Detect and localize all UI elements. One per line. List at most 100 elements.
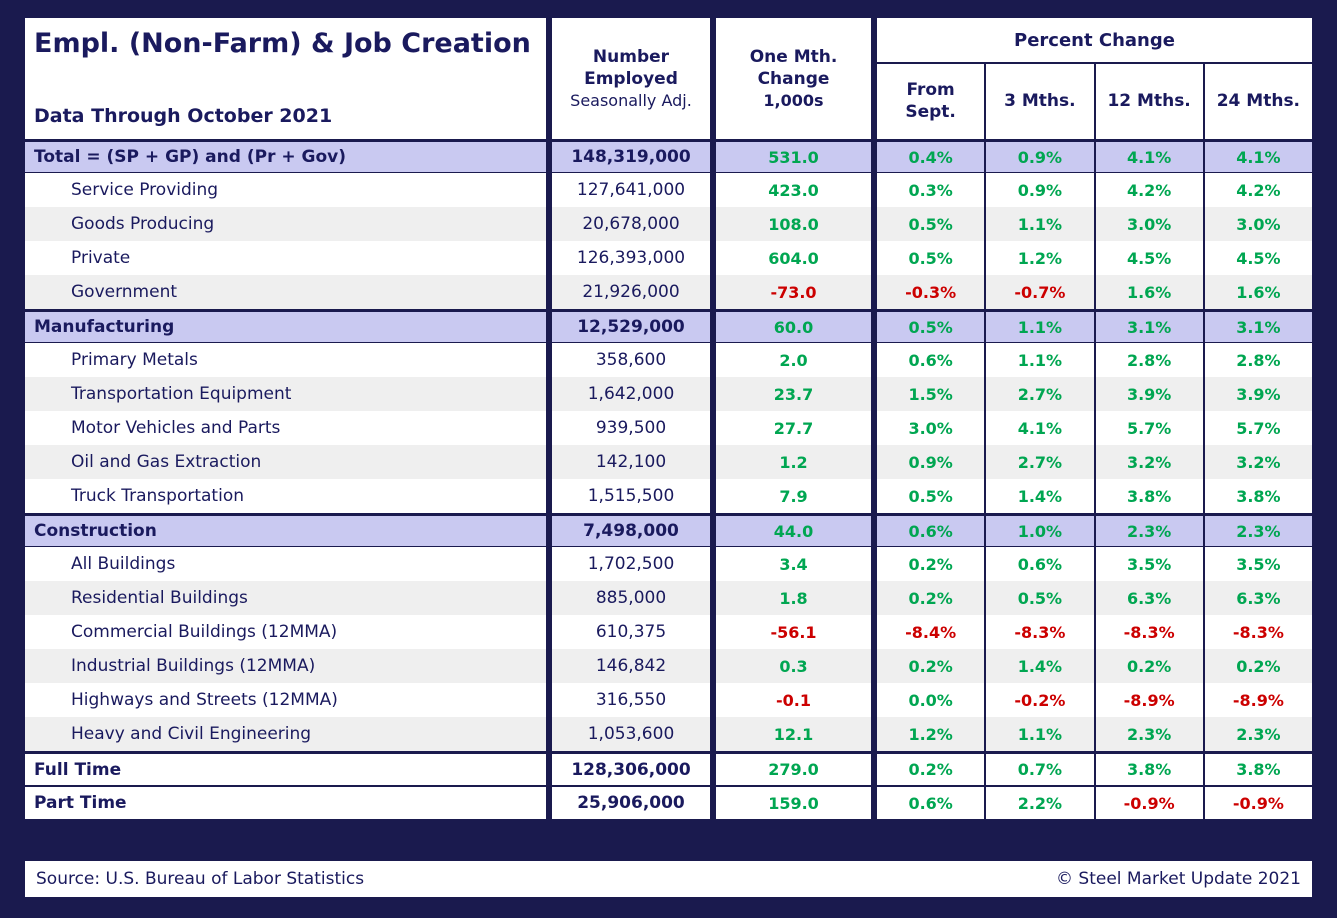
pct-value: 1.1% — [1017, 350, 1063, 370]
row-label: All Buildings — [71, 554, 176, 574]
column-divider — [546, 547, 552, 581]
table-row: Manufacturing 12,529,000 60.0 0.5% 1.1% … — [25, 309, 1312, 343]
row-label-cell: All Buildings — [25, 547, 546, 581]
pct-cell-from-sept: 0.5% — [877, 479, 985, 513]
column-divider — [871, 547, 877, 581]
pct-cell-3-mths: 1.4% — [984, 479, 1094, 513]
change-cell: 12.1 — [716, 717, 871, 751]
row-label: Primary Metals — [71, 350, 198, 370]
table-row: Oil and Gas Extraction 142,100 1.2 0.9% … — [25, 445, 1312, 479]
header-percent-change-group: Percent Change From Sept. 3 Mths. 12 Mth… — [877, 18, 1312, 139]
pct-cell-3-mths: 1.1% — [984, 207, 1094, 241]
row-label: Full Time — [34, 759, 122, 780]
pct-value: 0.2% — [908, 554, 953, 574]
employed-value: 126,393,000 — [576, 248, 686, 268]
pct-cell-12-mths: 0.2% — [1093, 649, 1203, 683]
change-value: 44.0 — [773, 521, 814, 541]
pct-cell-3-mths: 1.1% — [984, 343, 1094, 377]
change-cell: 0.3 — [716, 649, 871, 683]
pct-cell-from-sept: 0.6% — [877, 516, 985, 546]
change-cell: 108.0 — [716, 207, 871, 241]
pct-cell-24-mths: 3.8% — [1202, 754, 1312, 785]
row-label-cell: Transportation Equipment — [25, 377, 546, 411]
row-label: Manufacturing — [34, 317, 175, 337]
pct-value: -0.7% — [1014, 282, 1066, 302]
pct-cell-from-sept: 0.5% — [877, 312, 985, 342]
employed-cell: 358,600 — [552, 343, 710, 377]
pct-cell-12-mths: 1.6% — [1093, 275, 1203, 309]
pct-cell-12-mths: 3.9% — [1093, 377, 1203, 411]
column-divider — [546, 445, 552, 479]
pct-cell-3-mths: 1.4% — [984, 649, 1094, 683]
pct-value: 2.3% — [1126, 724, 1172, 744]
employed-cell: 1,642,000 — [552, 377, 710, 411]
pct-cell-12-mths: 3.8% — [1093, 479, 1203, 513]
pct-cell-12-mths: 2.8% — [1093, 343, 1203, 377]
column-divider — [546, 649, 552, 683]
employed-cell: 316,550 — [552, 683, 710, 717]
pct-value: 3.8% — [1126, 760, 1172, 779]
pct-cell-24-mths: 4.2% — [1202, 173, 1312, 207]
employed-value: 610,375 — [595, 622, 667, 642]
pct-value: 1.5% — [908, 384, 953, 404]
column-divider — [546, 581, 552, 615]
employed-value: 128,306,000 — [571, 759, 691, 780]
pct-value: 3.5% — [1236, 554, 1281, 574]
row-label-cell: Primary Metals — [25, 343, 546, 377]
row-label-cell: Industrial Buildings (12MMA) — [25, 649, 546, 683]
column-divider — [871, 207, 877, 241]
change-value: 60.0 — [773, 317, 814, 337]
row-label-cell: Full Time — [25, 754, 546, 785]
row-label-cell: Goods Producing — [25, 207, 546, 241]
row-label-cell: Private — [25, 241, 546, 275]
column-divider — [871, 275, 877, 309]
column-divider — [871, 142, 877, 172]
header-seasonally-adj-label: Seasonally Adj. — [570, 90, 692, 110]
pct-value: 3.1% — [1236, 317, 1281, 337]
pct-cell-from-sept: 0.0% — [877, 683, 985, 717]
column-divider — [710, 479, 716, 513]
table-row: Heavy and Civil Engineering 1,053,600 12… — [25, 717, 1312, 751]
change-cell: 1.8 — [716, 581, 871, 615]
column-divider — [710, 717, 716, 751]
pct-cell-3-mths: 4.1% — [984, 411, 1094, 445]
table-row: Service Providing 127,641,000 423.0 0.3%… — [25, 173, 1312, 207]
pct-value: 0.6% — [908, 350, 953, 370]
employed-value: 1,053,600 — [587, 724, 675, 744]
header-change-label: One Mth. Change — [749, 46, 838, 89]
column-divider — [710, 275, 716, 309]
pct-value: 3.0% — [908, 418, 953, 438]
row-label: Oil and Gas Extraction — [71, 452, 262, 472]
pct-value: 3.2% — [1236, 452, 1281, 472]
pct-value: 1.2% — [1017, 248, 1063, 268]
pct-cell-from-sept: -8.4% — [877, 615, 985, 649]
pct-value: 0.5% — [908, 486, 953, 506]
pct-cell-3-mths: 1.0% — [984, 516, 1094, 546]
employed-cell: 25,906,000 — [552, 787, 710, 819]
pct-value: 1.4% — [1017, 656, 1063, 676]
pct-value: 2.3% — [1126, 521, 1172, 541]
change-cell: 279.0 — [716, 754, 871, 785]
footer: Source: U.S. Bureau of Labor Statistics … — [25, 861, 1312, 897]
row-label: Goods Producing — [71, 214, 215, 234]
pct-cell-from-sept: 0.2% — [877, 754, 985, 785]
change-cell: -0.1 — [716, 683, 871, 717]
table-title-cell: Empl. (Non-Farm) & Job Creation Data Thr… — [25, 18, 546, 139]
employed-cell: 12,529,000 — [552, 312, 710, 342]
column-divider — [710, 18, 716, 139]
row-label: Highways and Streets (12MMA) — [71, 690, 338, 710]
column-divider — [871, 649, 877, 683]
pct-cell-12-mths: 3.0% — [1093, 207, 1203, 241]
employed-cell: 148,319,000 — [552, 142, 710, 172]
row-label: Residential Buildings — [71, 588, 248, 608]
column-divider — [546, 754, 552, 785]
table-row: All Buildings 1,702,500 3.4 0.2% 0.6% 3.… — [25, 547, 1312, 581]
pct-cell-from-sept: 3.0% — [877, 411, 985, 445]
change-value: 3.4 — [779, 554, 808, 574]
row-label: Service Providing — [71, 180, 219, 200]
pct-value: 6.3% — [1126, 588, 1172, 608]
pct-cell-3-mths: 1.1% — [984, 312, 1094, 342]
pct-cell-12-mths: -0.9% — [1093, 787, 1203, 819]
column-divider — [546, 717, 552, 751]
employed-cell: 610,375 — [552, 615, 710, 649]
